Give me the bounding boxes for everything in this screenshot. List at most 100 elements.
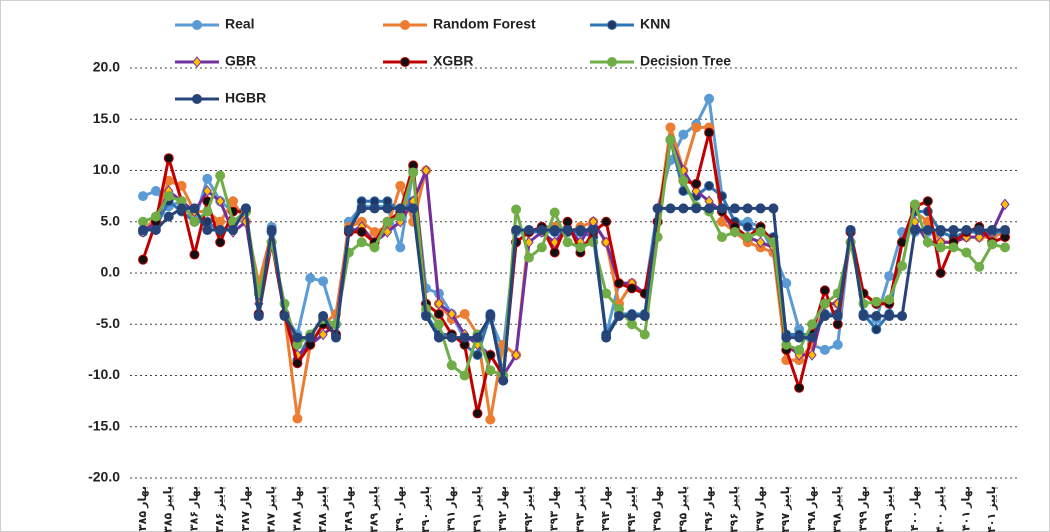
x-tick-label: بهار ۱۳۸۷: [240, 486, 252, 532]
marker: [974, 261, 985, 272]
x-tick-label: بهار ۱۳۸۸: [291, 486, 303, 532]
marker: [523, 224, 534, 235]
marker: [755, 227, 766, 237]
marker: [202, 206, 213, 217]
marker: [150, 224, 161, 235]
x-tick-label: بهار ۱۳۹۲: [497, 486, 509, 532]
marker: [189, 216, 200, 227]
marker: [189, 203, 200, 214]
y-tick-label: 0.0: [101, 264, 121, 280]
marker: [562, 224, 573, 235]
marker: [549, 224, 560, 235]
marker: [240, 203, 251, 214]
marker: [884, 271, 895, 282]
legend-label: Decision Tree: [640, 53, 731, 69]
legend-item: GBR: [175, 53, 256, 69]
marker: [459, 332, 470, 343]
marker: [498, 375, 509, 386]
marker: [472, 350, 483, 360]
x-tick-label: بهار ۱۳۸۵: [137, 486, 149, 532]
marker: [395, 180, 406, 191]
y-tick-label: -20.0: [88, 469, 120, 485]
marker: [909, 224, 920, 235]
x-tick-label: پاییز ۱۴۰۰: [935, 486, 947, 532]
marker: [922, 224, 933, 235]
marker: [472, 332, 483, 343]
marker: [395, 242, 406, 253]
marker: [729, 203, 740, 214]
marker: [639, 329, 650, 340]
marker: [961, 224, 972, 235]
marker: [742, 232, 753, 243]
marker: [948, 224, 959, 235]
marker: [935, 268, 946, 278]
legend-item: Random Forest: [383, 16, 536, 32]
legend-marker: [607, 57, 617, 67]
legend-marker: [192, 94, 202, 104]
marker: [871, 296, 882, 307]
marker: [163, 153, 174, 164]
marker: [819, 298, 830, 309]
marker: [742, 203, 753, 214]
marker: [562, 216, 573, 227]
marker: [871, 311, 882, 322]
marker: [202, 224, 213, 235]
marker: [356, 203, 367, 214]
marker: [433, 319, 444, 330]
marker: [446, 360, 457, 371]
x-tick-label: پاییز ۱۳۹۶: [729, 486, 741, 532]
marker: [974, 224, 985, 235]
marker: [215, 195, 225, 208]
marker: [485, 414, 496, 425]
marker: [691, 185, 701, 197]
x-tick-label: پاییز ۱۳۹۸: [832, 486, 844, 532]
marker: [575, 224, 586, 235]
marker: [691, 122, 702, 133]
marker: [292, 332, 303, 343]
marker: [511, 204, 522, 215]
marker: [704, 127, 715, 138]
x-tick-label: بهار ۱۳۹۴: [600, 486, 612, 532]
marker: [1000, 242, 1010, 253]
x-tick-label: پاییز ۱۳۹۴: [626, 486, 638, 532]
marker: [922, 196, 933, 207]
x-tick-label: پاییز ۱۴۰۱: [986, 486, 998, 532]
marker: [549, 207, 560, 218]
marker: [434, 297, 444, 310]
legend-label: Random Forest: [433, 16, 536, 32]
marker: [1000, 224, 1010, 235]
x-tick-label: بهار ۱۳۹۳: [549, 486, 561, 532]
x-tick-label: پاییز ۱۳۹۳: [574, 486, 586, 532]
marker: [305, 273, 316, 284]
marker: [704, 203, 715, 214]
legend-item: XGBR: [383, 53, 473, 69]
marker: [266, 224, 277, 235]
marker: [807, 319, 818, 330]
x-tick-label: بهار ۱۳۹۰: [394, 486, 406, 532]
marker: [755, 236, 766, 249]
x-tick-label: پاییز ۱۳۸۷: [266, 486, 278, 532]
marker: [678, 175, 689, 186]
marker: [601, 288, 612, 299]
marker: [845, 224, 856, 235]
x-tick-label: پاییز ۱۳۹۷: [780, 486, 792, 532]
x-tick-label: پاییز ۱۳۹۲: [523, 486, 535, 532]
x-tick-label: بهار ۱۳۸۹: [343, 486, 355, 532]
marker: [626, 283, 637, 294]
marker: [318, 328, 328, 341]
marker: [678, 203, 689, 214]
legend-item: Decision Tree: [590, 53, 731, 69]
legend-marker: [607, 20, 617, 30]
marker: [897, 311, 908, 322]
marker: [691, 203, 702, 214]
x-tick-label: بهار ۱۳۹۸: [806, 486, 818, 532]
marker: [279, 311, 290, 322]
marker: [832, 311, 843, 322]
marker: [150, 211, 161, 222]
marker: [215, 216, 226, 227]
marker: [138, 254, 148, 265]
y-tick-label: 15.0: [93, 110, 120, 126]
marker: [716, 203, 727, 214]
marker: [639, 311, 650, 322]
